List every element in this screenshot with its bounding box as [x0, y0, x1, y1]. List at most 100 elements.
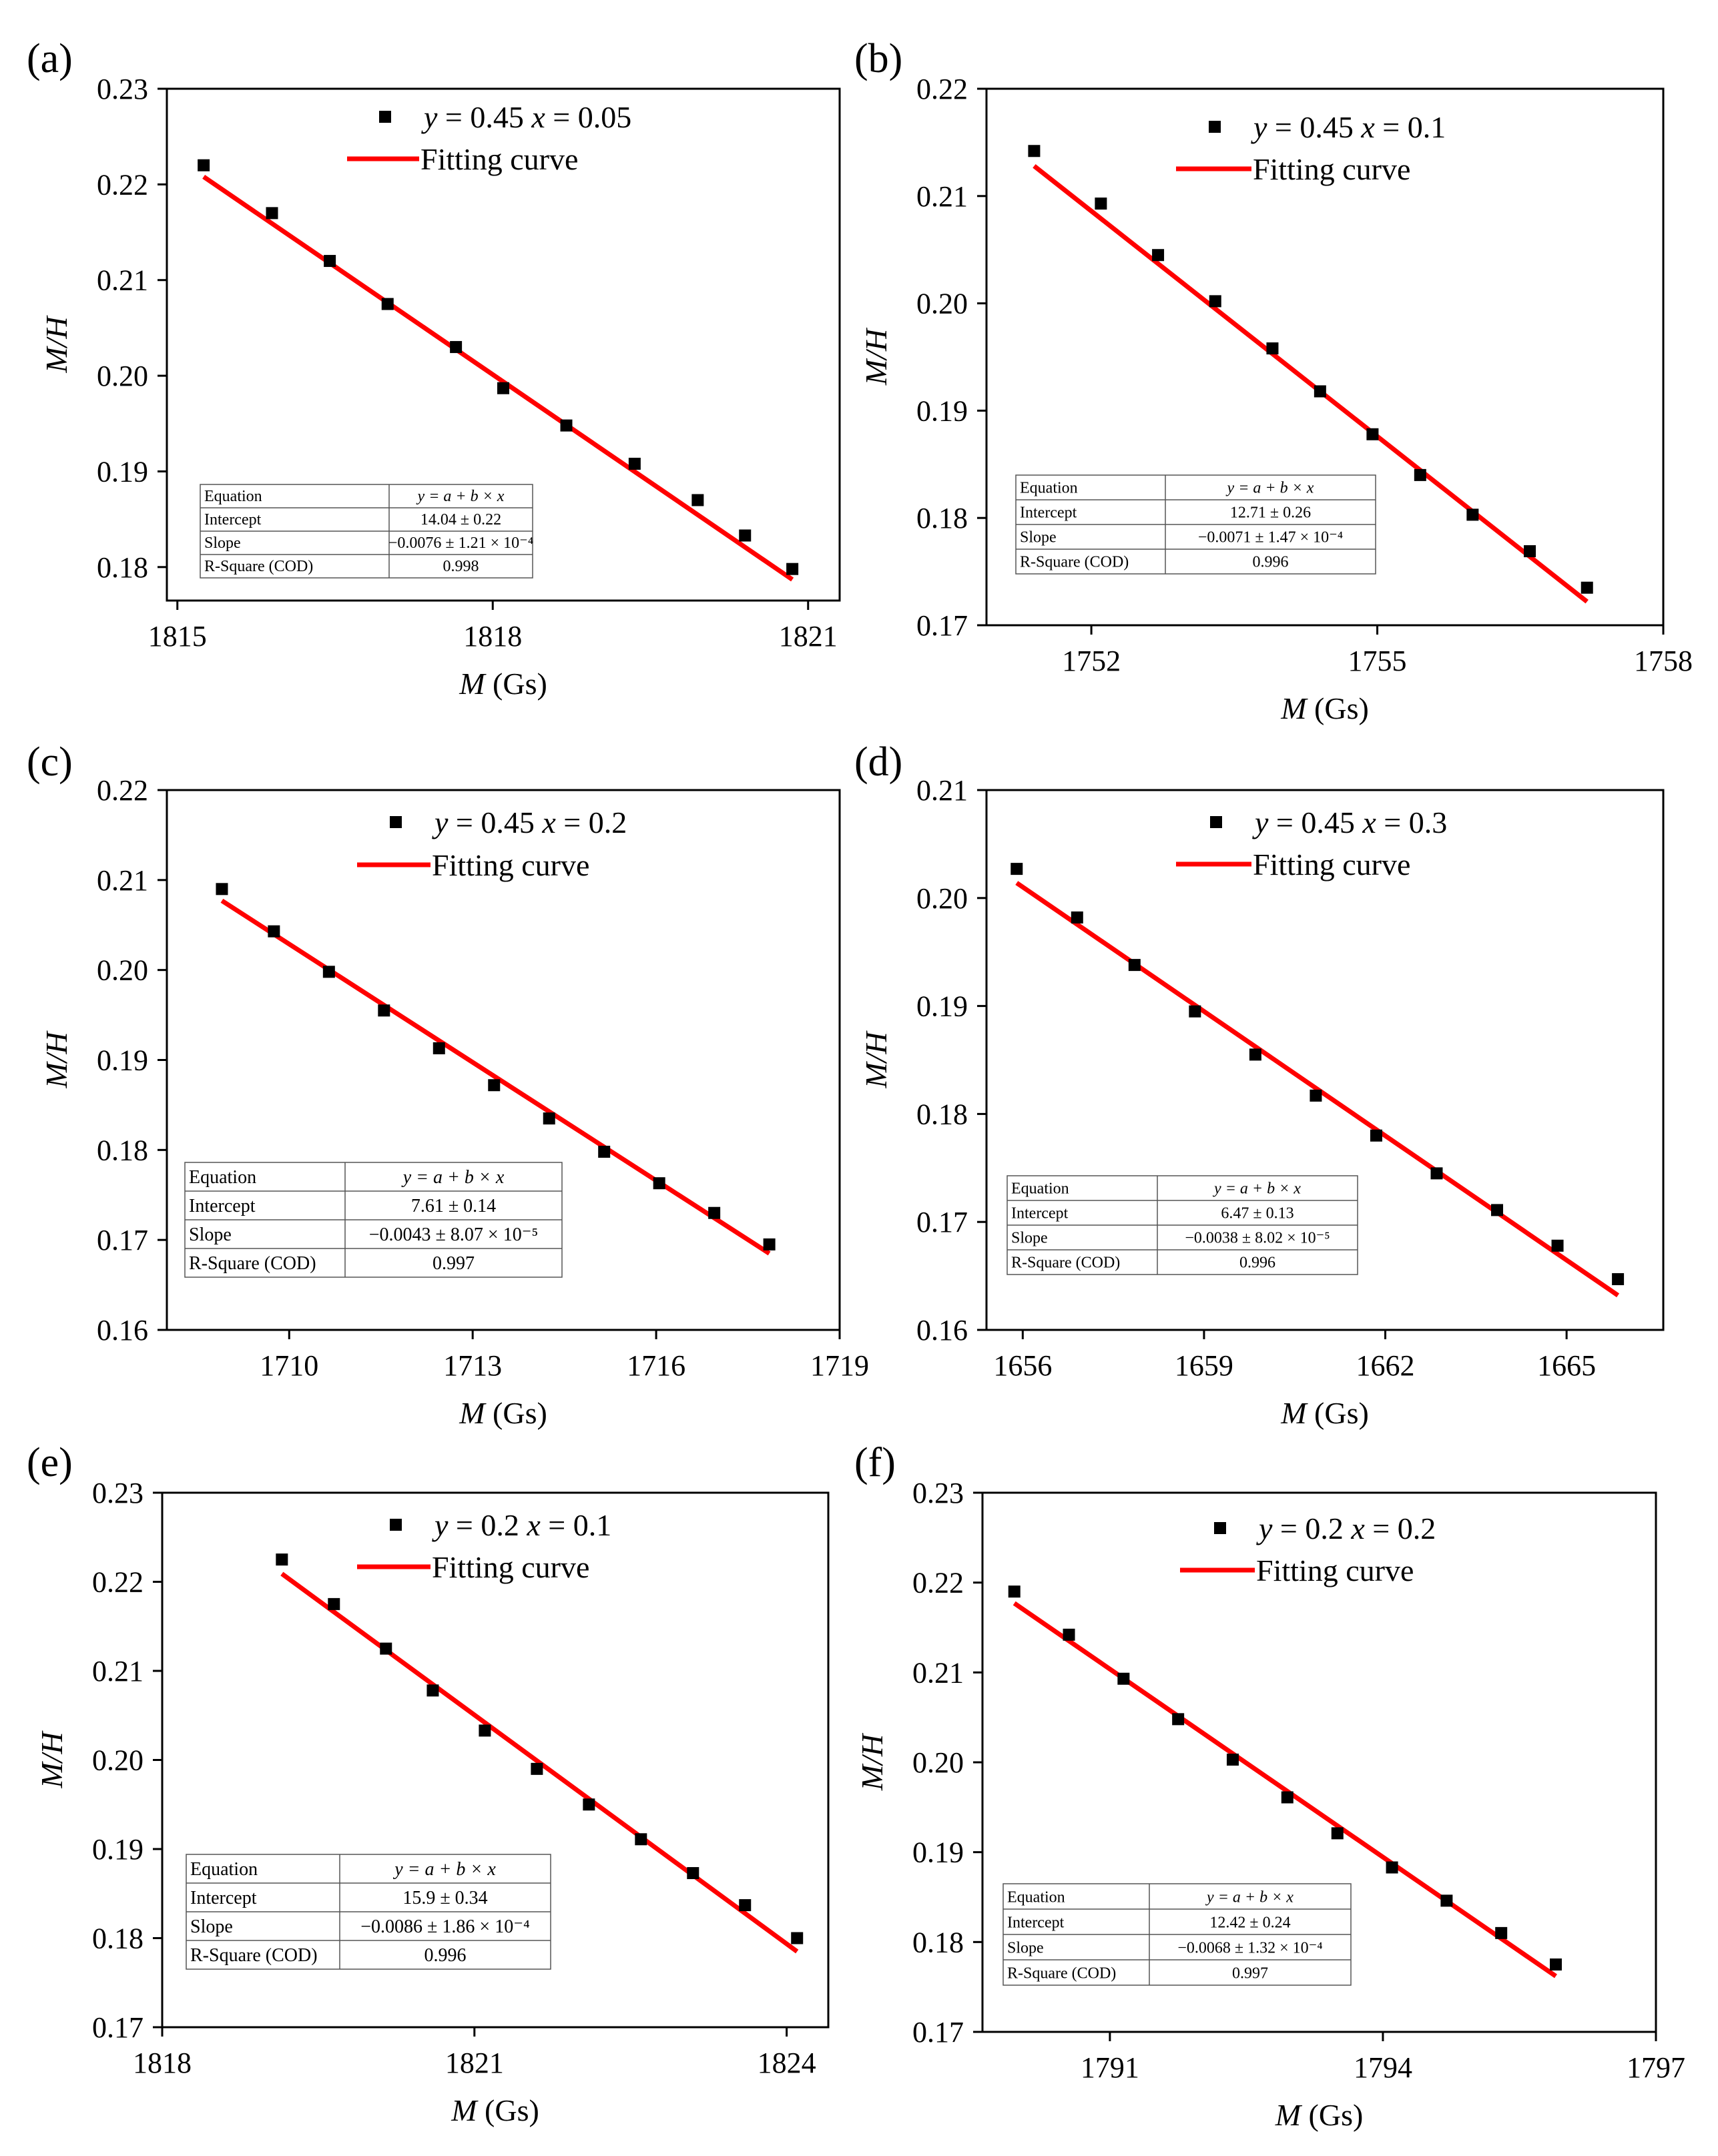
table-cell-value: 12.42 ± 0.24: [1209, 1914, 1290, 1931]
data-point: [324, 255, 336, 268]
legend-label-part: = 0.3: [1376, 805, 1447, 839]
table-cell-label: Equation: [190, 1859, 258, 1880]
data-point: [1440, 1894, 1453, 1907]
panel-label: (a): [27, 36, 73, 81]
y-tick-label: 0.23: [92, 1477, 144, 1509]
y-tick-label: 0.21: [916, 774, 968, 807]
table-cell-value: 0.997: [1232, 1964, 1268, 1982]
table-cell-label: Slope: [1007, 1939, 1044, 1956]
y-tick-label: 0.18: [97, 1134, 148, 1166]
table-cell-label: R-Square (COD): [189, 1253, 316, 1274]
table-cell-label: Slope: [1020, 529, 1057, 547]
table-cell-label: Equation: [1007, 1888, 1065, 1906]
x-tick-label: 1710: [260, 1349, 318, 1382]
y-tick-label: 0.22: [97, 774, 148, 807]
y-tick-label: 0.16: [97, 1314, 148, 1347]
y-tick-label: 0.20: [97, 954, 148, 987]
x-tick-label: 1821: [779, 620, 838, 653]
data-point: [1209, 295, 1221, 308]
legend-label-series: y = 0.45 x = 0.1: [1251, 110, 1446, 144]
y-axis-title: M/H: [39, 315, 73, 374]
table-cell-value: y = a + b × x: [401, 1167, 505, 1188]
legend-label-part: x: [1362, 805, 1376, 839]
x-tick-label: 1752: [1062, 645, 1121, 677]
y-tick-label: 0.20: [916, 288, 968, 320]
legend-label-part: x: [531, 100, 545, 134]
y-tick-label: 0.19: [916, 990, 968, 1023]
y-tick-label: 0.17: [916, 1206, 968, 1238]
y-tick-label: 0.20: [97, 360, 148, 392]
data-point: [1430, 1167, 1443, 1180]
legend-label-part: = 0.2: [448, 1508, 527, 1542]
legend-label-part: x: [1360, 110, 1375, 144]
results-table: Equation y = a + b × x Intercept 14.04 ± 0.…: [200, 484, 533, 579]
y-tick-label: 0.19: [912, 1836, 964, 1869]
data-point: [497, 382, 509, 394]
legend-label-series: y = 0.2 x = 0.2: [1256, 1511, 1436, 1545]
data-point: [1128, 959, 1141, 972]
legend-label-fit: Fitting curve: [1253, 152, 1410, 186]
x-tick-label: 1791: [1081, 2051, 1139, 2084]
x-axis-title: M (Gs): [451, 2093, 539, 2127]
data-point: [479, 1724, 491, 1737]
table-cell-label: Slope: [189, 1224, 232, 1245]
legend-label-part: x: [1350, 1511, 1365, 1545]
legend-label-part: y: [1256, 1511, 1273, 1545]
data-point: [1011, 863, 1023, 875]
x-tick-label: 1824: [758, 2047, 816, 2079]
legend-label-part: = 0.45: [448, 805, 542, 839]
data-point: [1366, 428, 1379, 440]
legend-label-part: = 0.2: [1365, 1511, 1436, 1545]
y-tick-label: 0.18: [916, 1098, 968, 1130]
table-cell-label: R-Square (COD): [190, 1945, 318, 1966]
y-tick-label: 0.19: [916, 394, 968, 427]
legend-label-series: y = 0.45 x = 0.05: [421, 100, 631, 134]
y-tick-label: 0.18: [92, 1922, 144, 1955]
x-axis-title: M (Gs): [1280, 691, 1369, 725]
legend-label-part: x: [526, 1508, 541, 1542]
x-axis-title: M (Gs): [1275, 2098, 1364, 2132]
legend-label-fit: Fitting curve: [1256, 1553, 1414, 1587]
x-axis-unit: (Gs): [477, 2093, 539, 2127]
table-cell-label: Equation: [1011, 1180, 1069, 1198]
table-cell-value: 0.996: [1239, 1254, 1275, 1272]
data-point: [763, 1238, 776, 1250]
data-point: [1071, 911, 1083, 924]
y-axis-title: M/H: [39, 1030, 73, 1089]
fit-line: [220, 898, 771, 1256]
legend-label-part: = 0.1: [1375, 110, 1446, 144]
y-axis-title: M/H: [859, 1030, 893, 1089]
table-cell-label: Equation: [1020, 480, 1078, 497]
x-tick-label: 1662: [1356, 1349, 1415, 1382]
x-axis-title: M (Gs): [459, 667, 547, 701]
legend-label-fit: Fitting curve: [432, 1550, 589, 1584]
y-tick-label: 0.22: [92, 1566, 144, 1599]
data-point: [598, 1146, 611, 1158]
table-cell-label: Intercept: [204, 511, 262, 528]
table-cell-value: −0.0038 ± 8.02 × 10⁻⁵: [1185, 1230, 1330, 1247]
legend-label-part: = 0.1: [541, 1508, 611, 1542]
data-point: [708, 1206, 721, 1219]
panel-label: (f): [854, 1440, 896, 1485]
data-point: [380, 1642, 392, 1655]
legend-label-series: y = 0.45 x = 0.3: [1252, 805, 1447, 839]
x-tick-label: 1719: [810, 1349, 869, 1382]
y-axis-title: M/H: [859, 327, 893, 386]
table-cell-label: Intercept: [189, 1196, 256, 1216]
table-cell-value: 12.71 ± 0.26: [1230, 504, 1311, 522]
fit-line: [1033, 164, 1589, 604]
y-tick-label: 0.23: [97, 73, 148, 105]
data-point: [268, 925, 280, 938]
data-point: [1281, 1791, 1294, 1804]
data-point: [1551, 1239, 1564, 1252]
x-tick-label: 1818: [133, 2047, 192, 2079]
chart-panel: (f) 0.17 0.18 0.19 0.20 0.21 0.22 0.23 1791 1794 1…: [854, 1440, 1685, 2132]
legend-label-part: y: [432, 1508, 449, 1542]
data-point: [583, 1798, 595, 1811]
results-table: Equation y = a + b × x Intercept 15.9 ± 0.3…: [186, 1854, 551, 1970]
table-cell-value: −0.0043 ± 8.07 × 10⁻⁵: [369, 1224, 539, 1245]
data-point: [791, 1932, 804, 1944]
legend-label-part: = 0.2: [556, 805, 627, 839]
data-point: [1466, 508, 1479, 521]
